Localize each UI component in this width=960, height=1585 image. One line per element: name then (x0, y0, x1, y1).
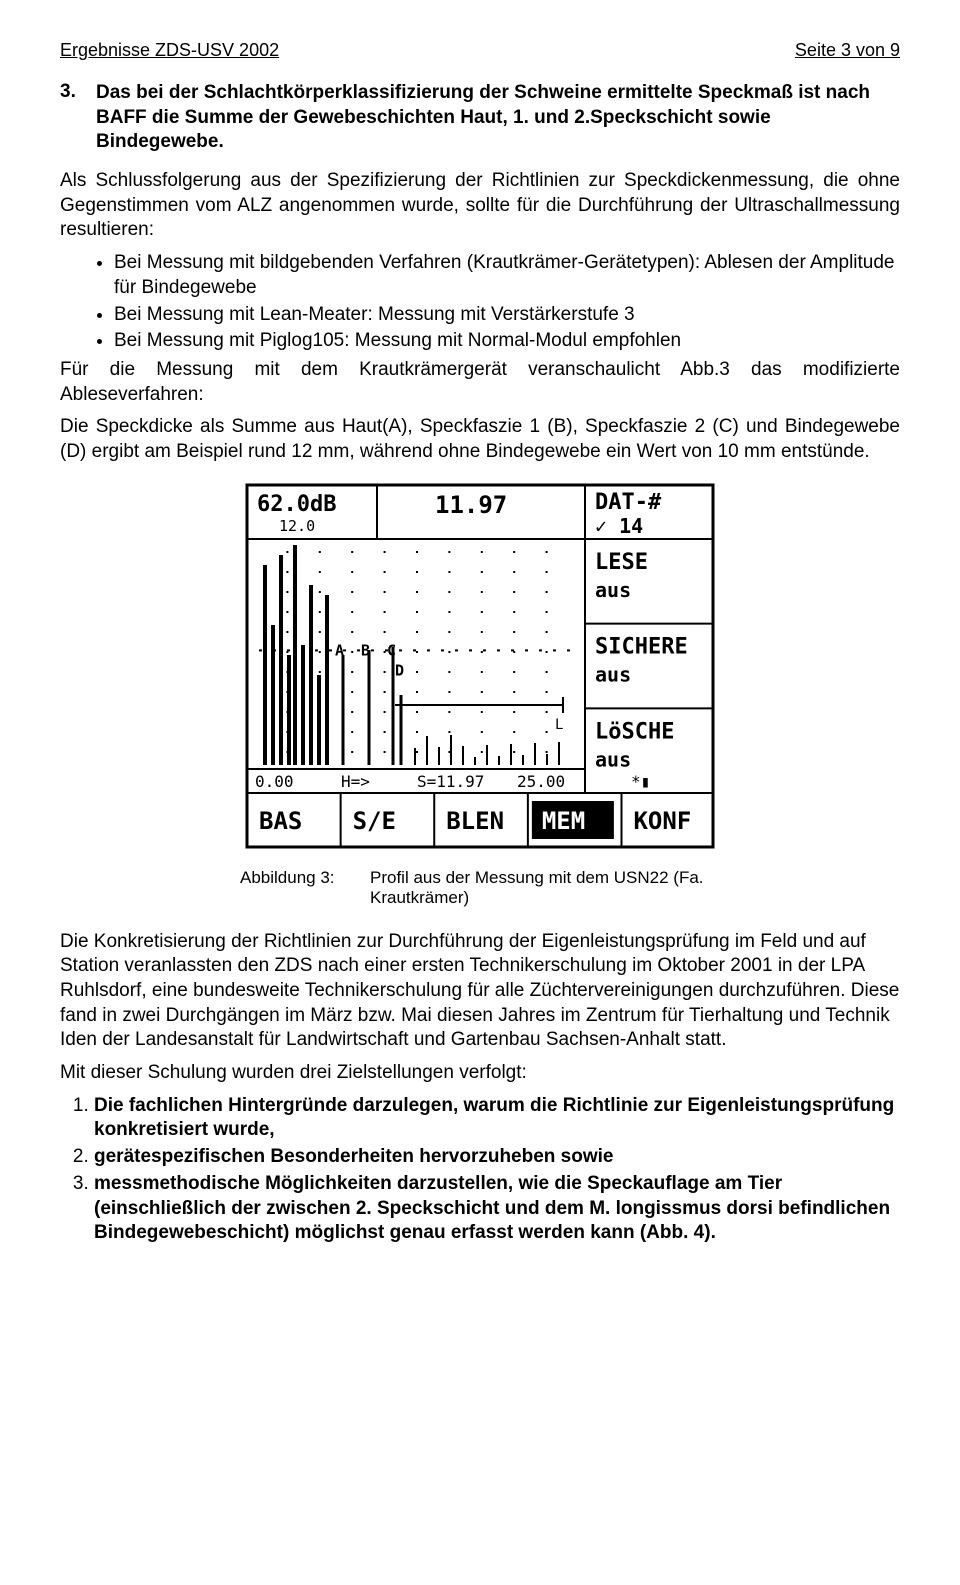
bullet-list: Bei Messung mit bildgebenden Verfahren (… (60, 251, 900, 354)
svg-text:S/E: S/E (353, 807, 396, 835)
section-number: 3. (60, 81, 96, 155)
svg-text:62.0dB: 62.0dB (257, 492, 336, 517)
svg-text:A: A (335, 641, 344, 659)
svg-text:0.00: 0.00 (255, 772, 294, 791)
svg-text:LöSCHE: LöSCHE (595, 719, 674, 744)
paragraph-3: Die Speckdicke als Summe aus Haut(A), Sp… (60, 415, 900, 464)
svg-text:C: C (387, 641, 396, 659)
svg-text:25.00: 25.00 (517, 772, 565, 791)
figure-caption: Abbildung 3: Profil aus der Messung mit … (60, 868, 900, 908)
svg-text:LESE: LESE (595, 550, 648, 575)
list-item: messmethodische Möglichkeiten darzustell… (94, 1172, 900, 1246)
svg-text:12.0: 12.0 (279, 517, 315, 535)
objectives-list: Die fachlichen Hintergründe darzulegen, … (60, 1094, 900, 1246)
list-item: Bei Messung mit Piglog105: Messung mit N… (114, 329, 900, 354)
svg-text:✓ 14: ✓ 14 (595, 514, 643, 538)
caption-text: Profil aus der Messung mit dem USN22 (Fa… (370, 868, 720, 908)
paragraph-1: Als Schlussfolgerung aus der Spezifizier… (60, 169, 900, 243)
svg-text:L: L (555, 717, 563, 733)
svg-text:SICHERE: SICHERE (595, 634, 688, 659)
svg-text:11.97: 11.97 (435, 491, 507, 519)
list-item: gerätespezifischen Besonderheiten hervor… (94, 1145, 900, 1170)
figure-3: 62.0dB12.0 11.97 DAT-#✓ 14 LESE aus SICHERE au… (60, 483, 900, 854)
caption-label: Abbildung 3: (240, 868, 370, 908)
svg-text:BAS: BAS (259, 807, 302, 835)
svg-text:DAT-#: DAT-# (595, 490, 662, 515)
header-right: Seite 3 von 9 (795, 40, 900, 61)
section-text: Das bei der Schlachtkörperklassifizierun… (96, 81, 900, 155)
svg-text:aus: aus (595, 662, 631, 686)
paragraph-4: Die Konkretisierung der Richtlinien zur … (60, 930, 900, 1053)
svg-text:BLEN: BLEN (446, 807, 504, 835)
usn22-display: 62.0dB12.0 11.97 DAT-#✓ 14 LESE aus SICHERE au… (245, 483, 715, 849)
paragraph-2: Für die Messung mit dem Krautkrämergerät… (60, 358, 900, 407)
svg-text:H=>: H=> (341, 772, 370, 791)
paragraph-5: Mit dieser Schulung wurden drei Zielstel… (60, 1061, 900, 1086)
header-left: Ergebnisse ZDS-USV 2002 (60, 40, 279, 61)
svg-text:B: B (361, 641, 370, 659)
section-3: 3. Das bei der Schlachtkörperklassifizie… (60, 81, 900, 155)
svg-text:D: D (395, 661, 404, 679)
svg-text:aus: aus (595, 747, 631, 771)
svg-text:KONF: KONF (633, 807, 691, 835)
list-item: Die fachlichen Hintergründe darzulegen, … (94, 1094, 900, 1143)
list-item: Bei Messung mit Lean-Meater: Messung mit… (114, 303, 900, 328)
svg-text:S=11.97: S=11.97 (417, 772, 484, 791)
svg-text:aus: aus (595, 578, 631, 602)
svg-text:MEM: MEM (542, 807, 585, 835)
list-item: Bei Messung mit bildgebenden Verfahren (… (114, 251, 900, 300)
svg-text:*▮: *▮ (631, 772, 650, 791)
